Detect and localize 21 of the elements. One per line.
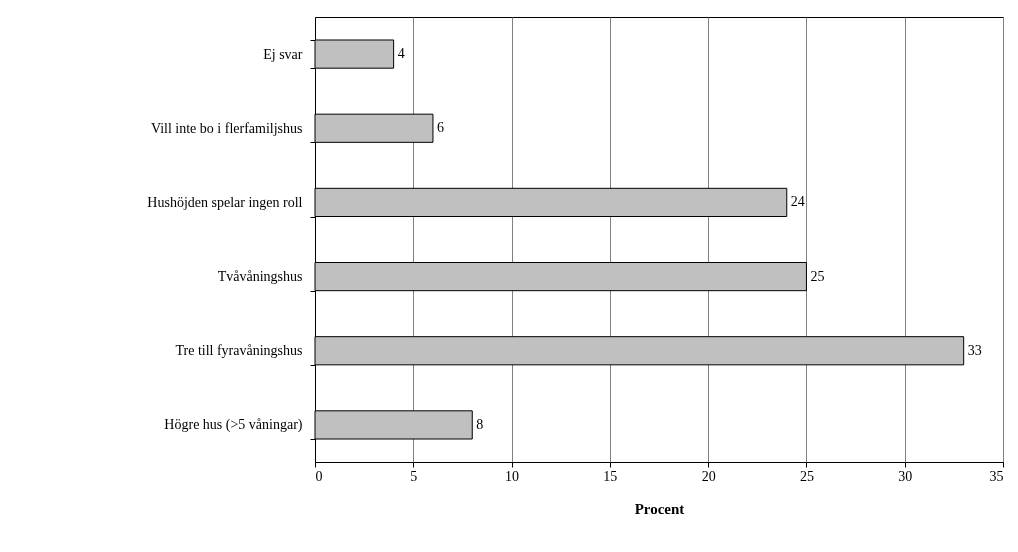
y-tick-label: Ej svar	[263, 46, 303, 62]
x-tick-label: 0	[315, 468, 323, 484]
y-tick-label: Högre hus (>5 våningar)	[164, 417, 303, 434]
data-label: 4	[397, 46, 405, 62]
data-label: 25	[810, 268, 825, 284]
x-tick-label: 10	[505, 468, 520, 484]
x-tick-label: 25	[799, 468, 814, 484]
data-label: 6	[436, 120, 444, 136]
data-label: 24	[790, 194, 805, 210]
data-label: 33	[967, 342, 982, 358]
x-tick-label: 15	[603, 468, 618, 484]
x-tick-label: 5	[410, 468, 418, 484]
y-tick-label: Vill inte bo i flerfamiljshus	[150, 120, 303, 136]
x-tick-label: 30	[898, 468, 913, 484]
y-tick-label: Tvåvåningshus	[217, 269, 303, 285]
x-tick-label: 35	[989, 468, 1004, 484]
data-label: 8	[476, 416, 484, 432]
x-tick-label: 20	[701, 468, 716, 484]
x-axis-title: Procent	[634, 500, 685, 517]
y-tick-label: Tre till fyravåningshus	[175, 343, 303, 359]
y-tick-label: Hushöjden spelar ingen roll	[147, 194, 303, 210]
